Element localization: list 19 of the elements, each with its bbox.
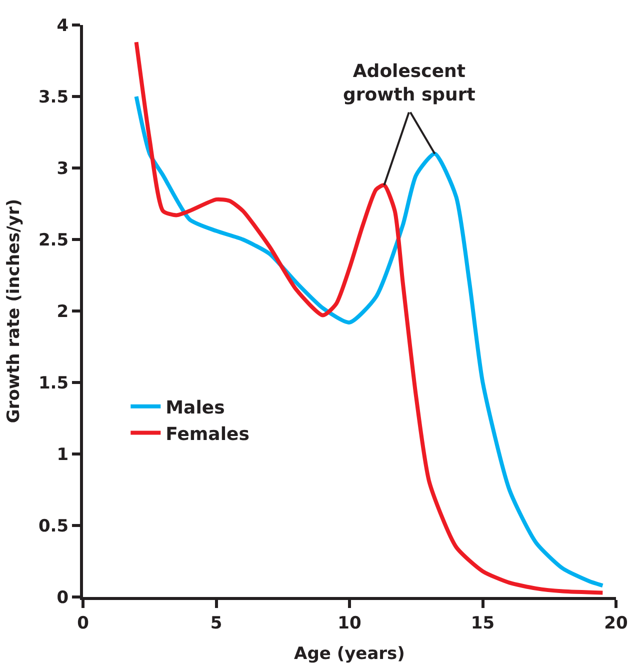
y-tick-label: 2 (56, 302, 69, 322)
y-tick-label: 0 (56, 588, 69, 608)
legend-label: Females (166, 424, 250, 445)
x-tick-label: 20 (604, 613, 628, 634)
x-tick-label: 15 (470, 613, 495, 634)
y-tick-label: 4 (56, 16, 69, 36)
x-tick-label: 10 (338, 613, 362, 634)
x-tick-label: 0 (77, 613, 90, 634)
y-axis-title: Growth rate (inches/yr) (4, 198, 24, 424)
legend-label: Males (166, 397, 225, 418)
x-axis-title: Age (years) (294, 644, 405, 664)
annotation: Adolescent growth spurt (343, 61, 476, 106)
y-tick-label: 0.5 (38, 516, 69, 536)
y-tick-label: 3.5 (38, 87, 69, 108)
y-tick-label: 1 (56, 444, 69, 465)
x-tick-label: 5 (210, 613, 222, 634)
y-tick-label: 1.5 (38, 373, 69, 394)
y-tick-label: 3 (56, 158, 69, 179)
y-tick-label: 2.5 (38, 230, 69, 250)
